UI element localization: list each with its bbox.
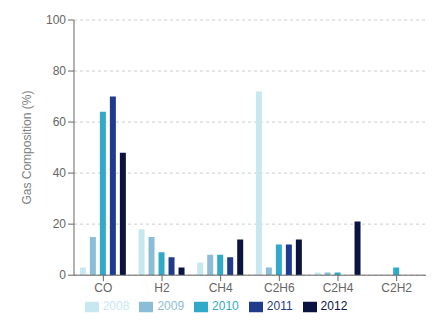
svg-text:C2H6: C2H6 [264,281,295,295]
svg-text:Gas Composition (%): Gas Composition (%) [20,91,34,205]
html-text:2008: 2008 [102,299,130,314]
svg-text:H2: H2 [154,281,170,295]
svg-text:40: 40 [53,166,67,180]
svg-text:80: 80 [53,64,67,78]
html-text:2010: 2010 [212,299,239,314]
svg-text:C2H4: C2H4 [323,281,354,295]
html-text:2009: 2009 [157,299,185,314]
svg-text:20: 20 [53,217,67,231]
svg-text:0: 0 [59,268,66,282]
svg-text:C2H2: C2H2 [381,281,412,295]
svg-text:CO: CO [94,281,112,295]
svg-text:CH4: CH4 [209,281,233,295]
svg-text:100: 100 [46,13,66,27]
html-text:2011: 2011 [266,299,293,314]
html-text:2012: 2012 [320,299,348,314]
svg-text:60: 60 [53,115,67,129]
